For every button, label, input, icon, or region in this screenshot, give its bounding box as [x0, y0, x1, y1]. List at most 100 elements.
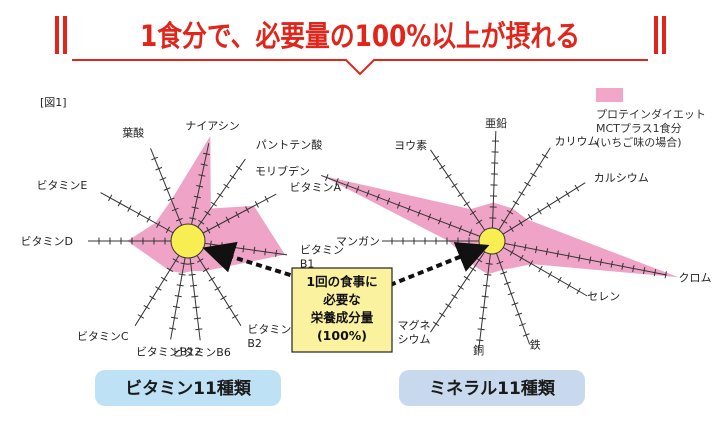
- tick-mark: [195, 328, 203, 331]
- legend-line-2: MCTプラス1食分: [596, 121, 682, 135]
- tick-mark: [578, 254, 581, 262]
- axis-label-vitamin-5: ビタミンB6: [172, 346, 231, 359]
- axis-label-mineral-0: 亜鉛: [485, 116, 507, 130]
- tick-mark: [468, 229, 473, 237]
- tick-mark: [451, 183, 458, 188]
- tick-mark: [225, 216, 230, 224]
- tick-mark: [137, 314, 145, 319]
- header-bar-right-1: [654, 16, 658, 54]
- tick-mark: [386, 197, 391, 205]
- spoke-m-5: [491, 240, 531, 345]
- tick-mark: [518, 322, 526, 327]
- tick-mark: [653, 269, 657, 277]
- tick-mark: [160, 276, 168, 282]
- axis-label-vitamin-6: ビタミンB12: [136, 345, 202, 358]
- legend-line-3: (いちご味の場合): [596, 135, 682, 149]
- mineral-data-area: [321, 175, 679, 278]
- tick-mark: [458, 225, 462, 233]
- tick-mark: [242, 245, 245, 253]
- axis-label-vitamin-7: ビタミンC: [77, 330, 129, 343]
- tick-mark: [204, 210, 211, 216]
- tick-mark: [174, 295, 182, 298]
- tick-mark: [463, 275, 471, 281]
- tick-mark: [254, 201, 259, 208]
- tick-mark: [127, 205, 132, 212]
- axis-label-mineral-9: モリブデン: [255, 164, 310, 178]
- axis-label-vitamin-1: パントテン酸: [256, 137, 323, 151]
- tick-mark: [445, 173, 452, 179]
- tick-mark: [165, 226, 171, 234]
- axis-label-mineral-10: ヨウ素: [394, 139, 427, 152]
- tick-mark: [496, 260, 504, 265]
- tick-mark: [376, 193, 380, 201]
- axis-label-vitamin-10: 葉酸: [122, 126, 144, 140]
- tick-mark: [155, 286, 162, 291]
- mineral-reference-circle: [478, 227, 506, 255]
- mineral-chart-title: ミネラル11種類: [429, 378, 556, 399]
- tick-mark: [439, 312, 446, 318]
- tick-mark: [151, 156, 159, 161]
- tick-mark: [589, 256, 592, 264]
- header-title: 1食分で、必要量の100%以上が摂れる: [140, 19, 580, 53]
- tick-mark: [198, 219, 205, 225]
- tick-mark: [445, 303, 452, 309]
- axis-label-vitamin-8: ビタミンD: [21, 235, 73, 248]
- tick-mark: [503, 281, 511, 285]
- tick-mark: [156, 221, 161, 228]
- tick-mark: [180, 262, 188, 265]
- tick-mark: [187, 262, 195, 265]
- tick-mark: [189, 284, 198, 287]
- tick-mark: [175, 217, 183, 222]
- tick-mark: [507, 291, 515, 296]
- tick-mark: [476, 339, 484, 342]
- header-bar-right-2: [662, 16, 666, 54]
- tick-mark: [480, 306, 488, 309]
- tick-mark: [481, 295, 489, 298]
- tick-mark: [522, 333, 530, 337]
- tick-mark: [163, 187, 171, 191]
- tick-mark: [191, 206, 199, 209]
- vitamin-reference-circle: [170, 223, 206, 259]
- legend-line-1: プロテインダイエット: [596, 107, 706, 121]
- tick-mark: [621, 262, 624, 270]
- axis-label-vitamin-2: ビタミンA: [290, 181, 342, 194]
- tick-mark: [143, 304, 150, 310]
- tick-mark: [229, 174, 236, 180]
- tick-mark: [149, 295, 156, 301]
- tick-mark: [566, 282, 572, 289]
- figure-label: [図1]: [40, 96, 67, 109]
- axis-label-vitamin-0: ナイアシン: [185, 120, 240, 133]
- tick-mark: [642, 267, 646, 275]
- tick-mark: [193, 195, 201, 199]
- tick-mark: [509, 249, 515, 256]
- axis-label-mineral-6: 銅: [473, 343, 484, 357]
- spoke-m-4: [491, 240, 588, 297]
- mineral-title-pill: [399, 370, 585, 406]
- tick-mark: [167, 197, 175, 202]
- tick-mark: [155, 166, 163, 171]
- tick-mark: [545, 248, 549, 256]
- tick-mark: [178, 273, 186, 276]
- tick-mark: [407, 205, 411, 213]
- tick-mark: [188, 273, 196, 276]
- tick-mark: [198, 174, 206, 177]
- tick-mark: [469, 266, 477, 272]
- tick-mark: [457, 285, 464, 290]
- tick-mark: [191, 295, 199, 298]
- tick-mark: [547, 271, 553, 278]
- tick-mark: [567, 252, 570, 260]
- tick-mark: [518, 219, 524, 227]
- tick-mark: [506, 209, 514, 215]
- axis-label-vitamin-9: ビタミンE: [36, 179, 87, 192]
- tick-mark: [463, 201, 471, 207]
- tick-mark: [512, 200, 520, 206]
- tick-mark: [335, 178, 339, 185]
- tick-mark: [136, 210, 142, 218]
- tick-mark: [632, 264, 635, 273]
- tick-mark: [146, 215, 151, 223]
- tick-mark: [176, 284, 184, 287]
- axis-label-mineral-4: セレン: [587, 290, 620, 303]
- tick-mark: [235, 165, 243, 171]
- tick-mark: [226, 304, 233, 310]
